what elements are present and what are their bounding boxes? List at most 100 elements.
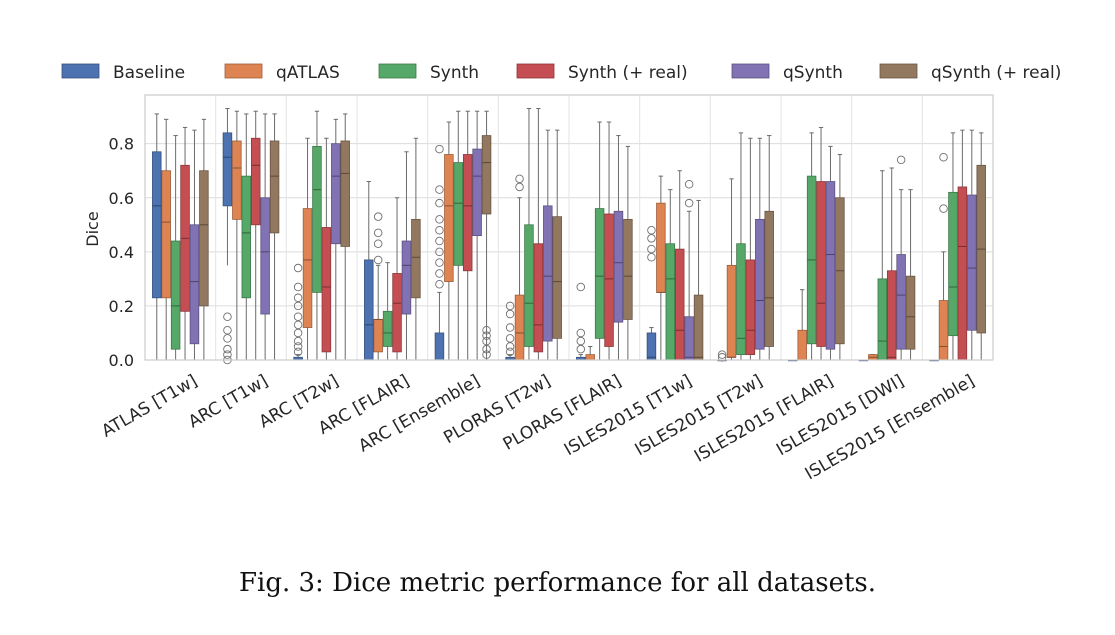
box-group (957, 129, 968, 361)
legend-item: Baseline (61, 63, 185, 83)
outlier-point (293, 312, 303, 321)
box-iqr (736, 243, 746, 355)
outlier-point (373, 239, 383, 248)
box-iqr (232, 140, 242, 220)
box-group (797, 289, 807, 361)
box-group (302, 137, 313, 360)
box-iqr (594, 208, 605, 339)
box-group (656, 175, 666, 360)
legend-swatch (378, 63, 417, 79)
outlier-point (482, 326, 491, 335)
x-tick-label: ATLAS [T1w] (98, 371, 200, 442)
box-group (905, 189, 916, 360)
box-group (886, 167, 897, 361)
outlier-point (515, 182, 524, 192)
outlier-point (435, 236, 444, 246)
box-iqr (411, 218, 421, 299)
legend-label: qSynth (783, 63, 843, 83)
outlier-point (293, 301, 303, 311)
box-iqr (797, 329, 807, 361)
box-iqr (957, 186, 968, 361)
box-plot-chart: Baseline qATLAS Synth Synth (+ real) qSynth q… (61, 63, 1061, 484)
outlier-point (482, 350, 491, 359)
outlier-point (293, 293, 303, 303)
box-group (444, 121, 454, 360)
box-iqr (543, 205, 553, 342)
legend-label: qSynth (+ real) (931, 63, 1061, 83)
box-iqr (392, 273, 402, 353)
box-group (453, 110, 464, 360)
box-iqr (896, 254, 906, 350)
box-group (312, 110, 322, 360)
box-iqr (331, 143, 341, 245)
box-iqr (189, 224, 200, 345)
box-iqr (646, 332, 657, 361)
plot-frame (144, 94, 994, 361)
box-iqr (462, 154, 473, 272)
box-iqr (340, 140, 350, 247)
y-tick-label: 0.8 (109, 135, 134, 154)
box-group (576, 282, 586, 361)
legend-item: Synth (+ real) (516, 63, 688, 83)
box-iqr (967, 194, 977, 331)
outlier-point (435, 144, 444, 154)
box-group (382, 262, 393, 360)
box-group (948, 132, 958, 360)
box-group (340, 113, 350, 360)
legend-swatch (731, 63, 770, 79)
y-axis-label: Dice (83, 211, 102, 246)
x-tick-label: ISLES2015 [T1w] (561, 371, 696, 460)
outlier-point (939, 152, 948, 162)
outlier-point (435, 225, 444, 235)
box-iqr (364, 259, 374, 361)
outlier-point (505, 309, 515, 319)
outlier-point (576, 344, 586, 354)
box-group (552, 129, 562, 360)
box-group (401, 151, 412, 360)
box-group (199, 118, 209, 360)
box-group (189, 129, 200, 360)
box-group (161, 118, 171, 360)
box-iqr (948, 191, 958, 337)
box-group (726, 178, 737, 360)
outlier-point (223, 334, 232, 343)
box-group (293, 263, 303, 361)
box-group (411, 137, 421, 360)
box-group (976, 132, 986, 360)
box-iqr (382, 310, 393, 347)
box-iqr (241, 175, 252, 299)
box-iqr (755, 218, 765, 350)
box-group (543, 129, 553, 360)
outlier-point (373, 212, 383, 221)
outlier-point (717, 353, 727, 362)
outlier-point (435, 215, 444, 224)
legend-label: Baseline (113, 63, 185, 83)
box-group (434, 144, 445, 361)
box-iqr (373, 319, 383, 353)
box-iqr (585, 354, 595, 361)
box-group (321, 137, 332, 360)
box-iqr (302, 208, 313, 328)
outlier-point (293, 282, 303, 292)
box-group (514, 174, 525, 361)
box-iqr (684, 316, 694, 361)
outlier-point (373, 255, 383, 265)
box-group (623, 145, 633, 360)
box-group (868, 354, 878, 361)
box-iqr (533, 243, 544, 353)
legend-item: Synth (378, 63, 479, 83)
outlier-point (896, 155, 906, 165)
box-group (877, 170, 888, 361)
box-group (646, 225, 657, 361)
box-iqr (434, 332, 445, 361)
x-tick-label: ARC [Ensemble] (355, 371, 483, 457)
box-iqr (312, 145, 322, 293)
box-iqr (816, 181, 826, 347)
box-group (364, 181, 374, 361)
outlier-point (482, 331, 491, 340)
box-iqr (938, 300, 949, 361)
outlier-point (293, 342, 303, 351)
box-iqr (453, 162, 464, 266)
legend-label: Synth (430, 63, 479, 83)
outlier-point (223, 350, 232, 359)
